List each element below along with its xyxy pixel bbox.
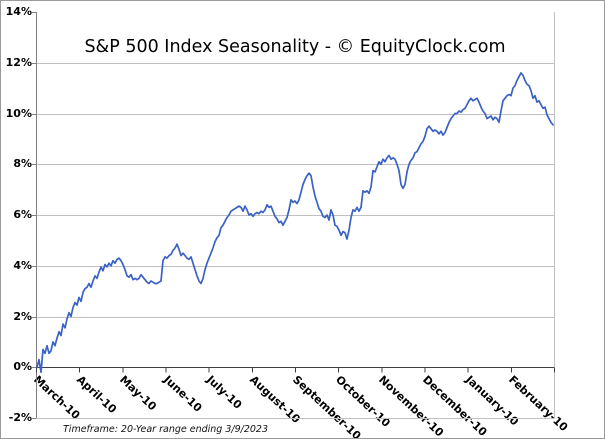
y-axis-label: -2% [8, 411, 32, 424]
y-axis-label: 6% [13, 208, 32, 221]
y-axis-label: 2% [13, 309, 32, 323]
y-axis-label: 0% [13, 360, 32, 374]
seasonality-line [36, 72, 554, 374]
y-axis-label: 14% [5, 5, 32, 18]
y-axis-label: 8% [13, 157, 32, 171]
y-axis-label: 4% [13, 258, 32, 272]
chart-title: S&P 500 Index Seasonality - © EquityCloc… [84, 37, 506, 57]
timeframe-footnote: Timeframe: 20-Year range ending 3/9/2023 [63, 424, 269, 435]
y-axis-label: 10% [5, 106, 32, 120]
y-axis-label: 12% [5, 55, 32, 69]
